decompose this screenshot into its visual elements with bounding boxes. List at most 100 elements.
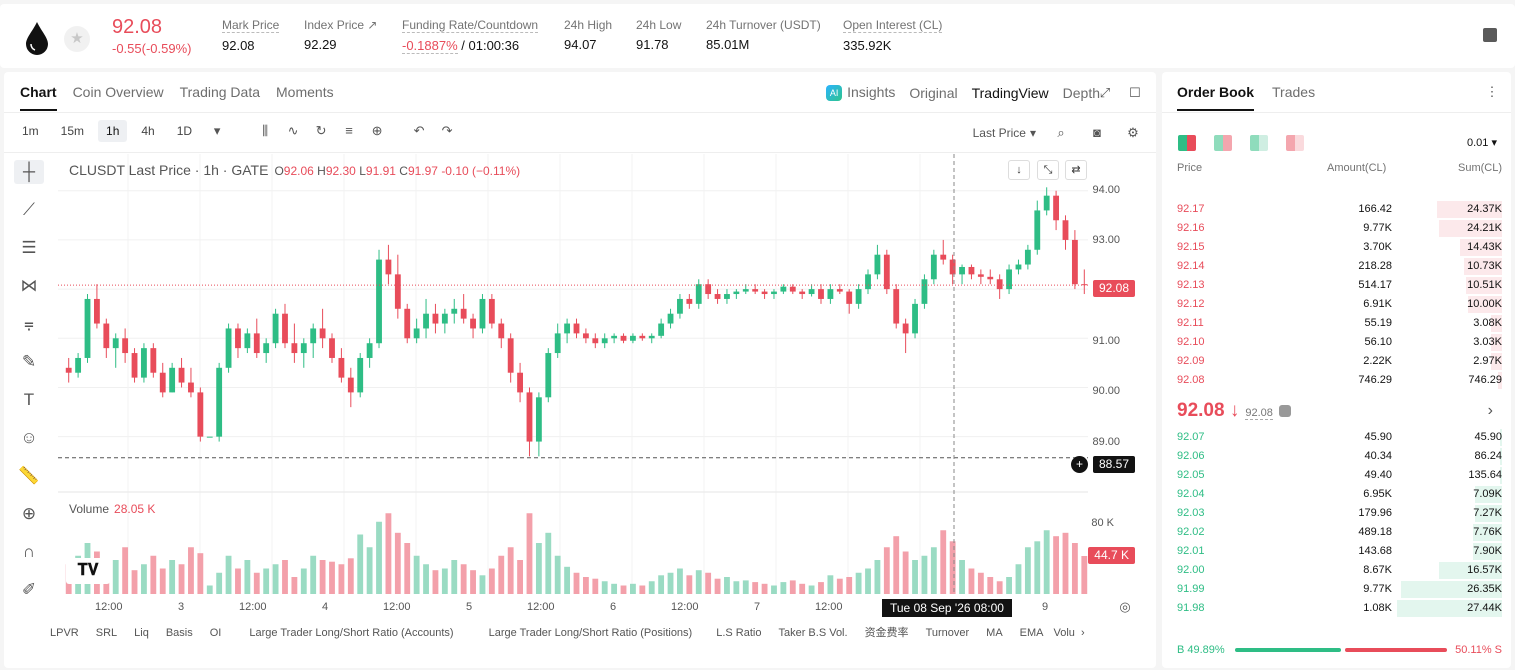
gear-icon[interactable]: ⚙ bbox=[1127, 125, 1139, 140]
precision-select[interactable]: 0.01 ▾ bbox=[1467, 137, 1497, 149]
both-sides-icon[interactable] bbox=[1178, 135, 1196, 151]
tab-trading-data[interactable]: Trading Data bbox=[179, 84, 261, 100]
camera-icon[interactable]: ◙ bbox=[1093, 125, 1101, 140]
bid-row[interactable]: 91.98 1.08K 27.44K bbox=[1162, 599, 1515, 618]
indicator-item[interactable]: Taker B.S Vol. bbox=[778, 627, 848, 639]
ask-row[interactable]: 92.12 6.91K 10.00K bbox=[1162, 295, 1515, 314]
redo-icon[interactable]: ↷ bbox=[441, 123, 453, 138]
indicator-item[interactable]: L.S Ratio bbox=[716, 627, 762, 639]
brush-icon[interactable]: ✎ bbox=[21, 352, 37, 371]
tf-1d[interactable]: 1D bbox=[176, 124, 193, 138]
trendline-icon[interactable]: ⟋ bbox=[23, 200, 35, 219]
chevron-right-icon[interactable]: › bbox=[1080, 627, 1085, 639]
funding-countdown: / 01:00:36 bbox=[457, 38, 520, 53]
asks-only-icon[interactable] bbox=[1286, 135, 1304, 151]
indicator-item[interactable]: Volu bbox=[1053, 627, 1075, 639]
bids-only-icon[interactable] bbox=[1250, 135, 1268, 151]
fib-icon[interactable]: ⩦ bbox=[24, 314, 34, 333]
price-source-select[interactable]: Last Price bbox=[972, 126, 1026, 140]
tab-coin-overview[interactable]: Coin Overview bbox=[72, 84, 164, 100]
plus-icon[interactable]: + bbox=[1071, 456, 1088, 473]
text-icon[interactable]: T bbox=[23, 390, 35, 409]
horizontal-lines-icon[interactable]: ☰ bbox=[21, 238, 37, 257]
tf-1h[interactable]: 1h bbox=[98, 120, 128, 142]
depth-tab[interactable]: Depth bbox=[1062, 84, 1100, 101]
indicator-item[interactable]: EMA bbox=[1019, 627, 1044, 639]
settings-circle-icon[interactable]: ◎ bbox=[1119, 599, 1131, 614]
magnet-icon[interactable]: ∩ bbox=[22, 542, 36, 561]
insights-tab[interactable]: AI Insights bbox=[826, 84, 895, 102]
ask-row[interactable]: 92.14 218.28 10.73K bbox=[1162, 257, 1515, 276]
indicator-item[interactable]: LPVR bbox=[50, 627, 79, 639]
add-alert-icon[interactable]: ⊕ bbox=[371, 123, 383, 138]
indicator-item[interactable]: 资金费率 bbox=[864, 627, 909, 639]
ask-row[interactable]: 92.08 746.29 746.29 bbox=[1162, 371, 1515, 390]
indicator-item[interactable]: OI bbox=[209, 627, 222, 639]
tf-1m[interactable]: 1m bbox=[22, 124, 39, 138]
emoji-icon[interactable]: ☺ bbox=[20, 428, 38, 447]
candle-body bbox=[451, 308, 458, 314]
indicator-item[interactable]: Basis bbox=[165, 627, 193, 639]
more-vertical-icon[interactable]: ⋮ bbox=[1485, 84, 1499, 99]
index-price-stat[interactable]: Index Price ↗ 92.29 bbox=[304, 18, 378, 52]
ask-row[interactable]: 92.16 9.77K 24.21K bbox=[1162, 219, 1515, 238]
volume-bar bbox=[319, 560, 326, 594]
tab-chart[interactable]: Chart bbox=[20, 84, 57, 111]
refresh-icon[interactable]: ↻ bbox=[315, 123, 327, 138]
bid-row[interactable]: 92.00 8.67K 16.57K bbox=[1162, 561, 1515, 580]
tab-moments[interactable]: Moments bbox=[276, 84, 334, 100]
bid-row[interactable]: 92.05 49.40 135.64 bbox=[1162, 466, 1515, 485]
ask-row[interactable]: 92.10 56.10 3.03K bbox=[1162, 333, 1515, 352]
indicator-item[interactable]: Liq bbox=[134, 627, 149, 639]
candle-body bbox=[940, 254, 947, 260]
indicator-item[interactable]: Large Trader Long/Short Ratio (Positions… bbox=[488, 627, 693, 639]
zoom-in-icon[interactable]: ⊕ bbox=[21, 504, 37, 523]
pattern-icon[interactable]: ⋈ bbox=[20, 276, 38, 295]
price-chart[interactable] bbox=[58, 154, 1088, 614]
view-tabs: AI Insights Original TradingView Depth bbox=[826, 84, 1100, 102]
indicator-item[interactable]: Large Trader Long/Short Ratio (Accounts) bbox=[249, 627, 454, 639]
ask-row[interactable]: 92.11 55.19 3.08K bbox=[1162, 314, 1515, 333]
arrow-down-icon[interactable]: ↓ bbox=[1008, 160, 1030, 180]
swap-icon[interactable]: ⇄ bbox=[1065, 160, 1087, 180]
indicator-item[interactable]: SRL bbox=[95, 627, 118, 639]
ask-row[interactable]: 92.15 3.70K 14.43K bbox=[1162, 238, 1515, 257]
bid-row[interactable]: 92.02 489.18 7.76K bbox=[1162, 523, 1515, 542]
collapse-icon[interactable]: ⤡ bbox=[1037, 160, 1059, 180]
book-icon[interactable] bbox=[1483, 28, 1497, 42]
bid-row[interactable]: 92.07 45.90 45.90 bbox=[1162, 428, 1515, 447]
tf-15m[interactable]: 15m bbox=[60, 124, 85, 138]
expand-icon[interactable]: ⤢ bbox=[1099, 85, 1111, 100]
tf-4h[interactable]: 4h bbox=[141, 124, 155, 138]
bid-row[interactable]: 92.01 143.68 7.90K bbox=[1162, 542, 1515, 561]
original-tab[interactable]: Original bbox=[909, 84, 958, 101]
crosshair-icon[interactable]: ┼ bbox=[14, 160, 44, 184]
tab-trades[interactable]: Trades bbox=[1272, 84, 1316, 100]
indicator-item[interactable]: Turnover bbox=[925, 627, 970, 639]
ask-row[interactable]: 92.13 514.17 10.51K bbox=[1162, 276, 1515, 295]
favorite-star-icon[interactable]: ★ bbox=[64, 26, 90, 52]
bids-asks-icon[interactable] bbox=[1214, 135, 1232, 151]
bid-row[interactable]: 92.04 6.95K 7.09K bbox=[1162, 485, 1515, 504]
caret-down-icon[interactable]: ▾ bbox=[213, 123, 221, 138]
indicator-item[interactable]: MA bbox=[986, 627, 1003, 639]
search-icon[interactable]: ⌕ bbox=[1057, 125, 1065, 140]
tradingview-tab[interactable]: TradingView bbox=[971, 84, 1049, 101]
chevron-right-icon[interactable]: › bbox=[1487, 402, 1493, 419]
candle-body bbox=[338, 357, 345, 378]
template-icon[interactable]: ≡ bbox=[345, 123, 353, 138]
volume-bar bbox=[874, 560, 881, 594]
ask-row[interactable]: 92.09 2.22K 2.97K bbox=[1162, 352, 1515, 371]
ask-row[interactable]: 92.17 166.42 24.37K bbox=[1162, 200, 1515, 219]
ruler-icon[interactable]: 📏 bbox=[18, 466, 40, 485]
order-amount: 179.96 bbox=[1358, 507, 1392, 519]
bid-row[interactable]: 92.06 40.34 86.24 bbox=[1162, 447, 1515, 466]
bid-row[interactable]: 92.03 179.96 7.27K bbox=[1162, 504, 1515, 523]
tab-order-book[interactable]: Order Book bbox=[1177, 84, 1255, 111]
pencil-icon[interactable]: ✐ bbox=[21, 580, 37, 599]
undo-icon[interactable]: ↶ bbox=[413, 123, 425, 138]
bid-row[interactable]: 91.99 9.77K 26.35K bbox=[1162, 580, 1515, 599]
indicators-icon[interactable]: ∿ bbox=[287, 123, 299, 138]
window-icon[interactable]: ☐ bbox=[1129, 85, 1141, 100]
candle-type-icon[interactable]: ⫼ bbox=[262, 123, 269, 138]
